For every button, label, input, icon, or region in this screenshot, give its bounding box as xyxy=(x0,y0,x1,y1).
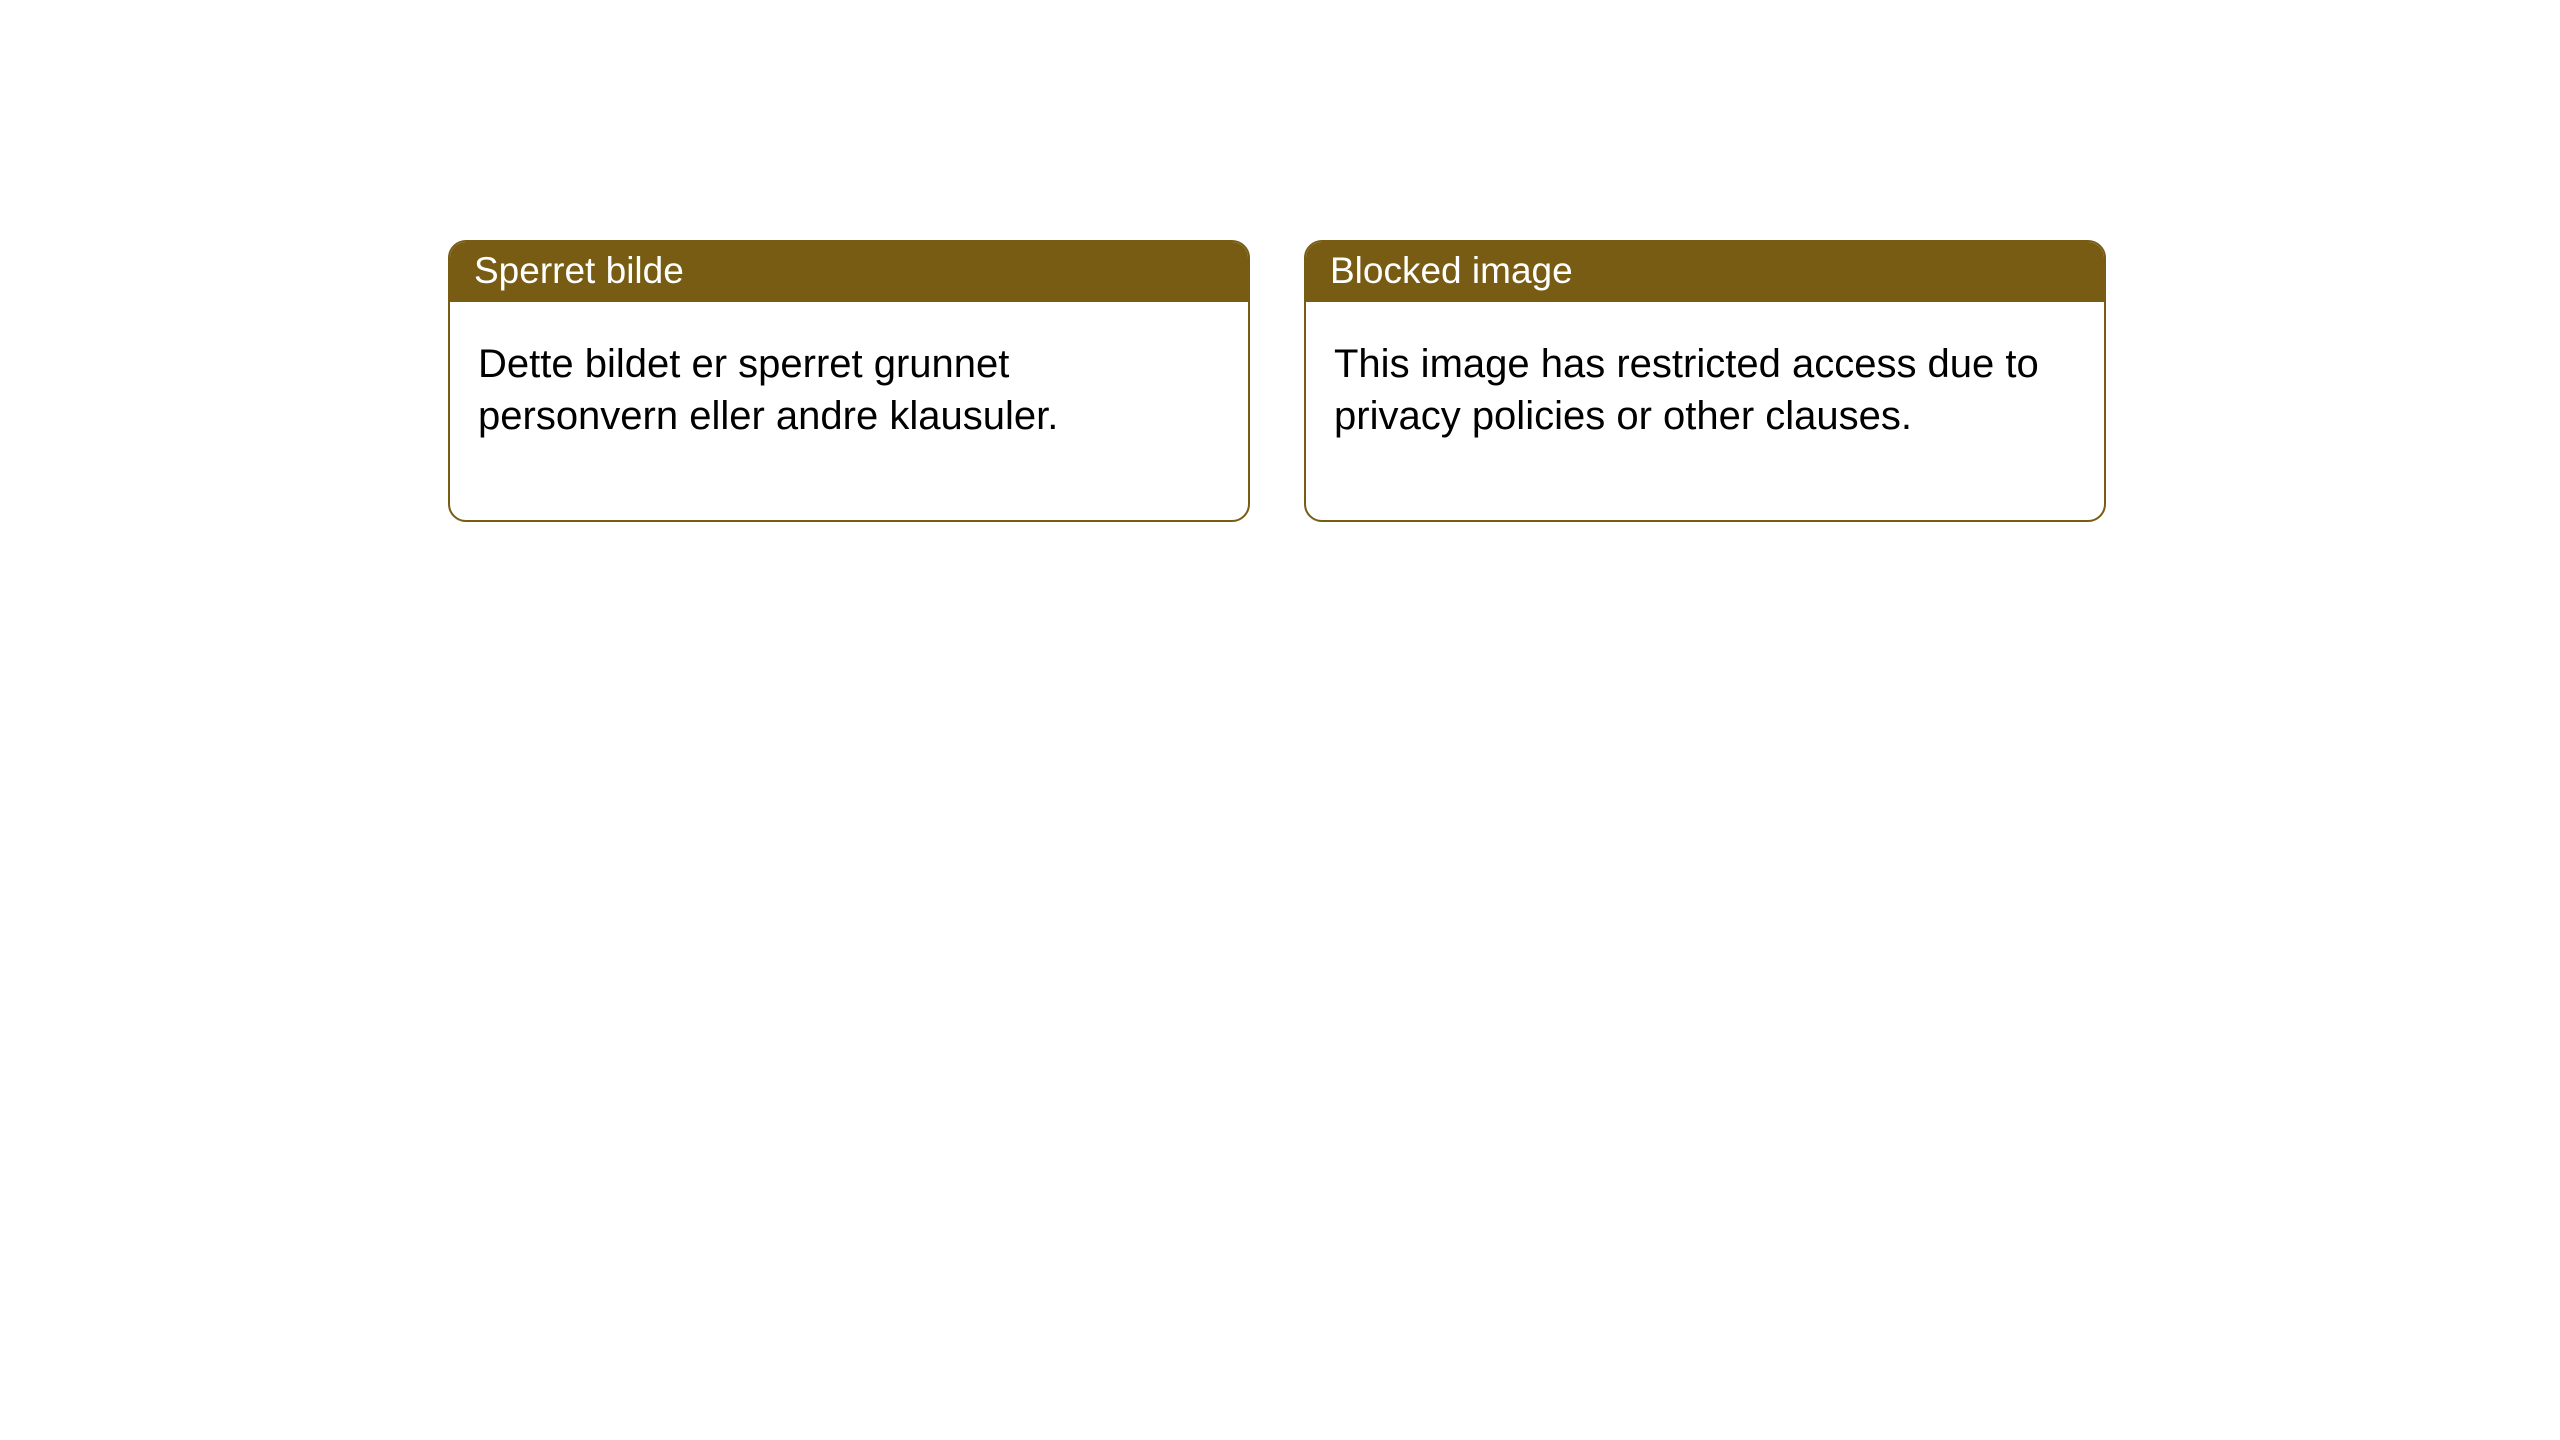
notice-card-norwegian: Sperret bilde Dette bildet er sperret gr… xyxy=(448,240,1250,522)
notice-container: Sperret bilde Dette bildet er sperret gr… xyxy=(0,0,2560,522)
notice-card-english: Blocked image This image has restricted … xyxy=(1304,240,2106,522)
notice-body: Dette bildet er sperret grunnet personve… xyxy=(450,302,1248,520)
notice-body: This image has restricted access due to … xyxy=(1306,302,2104,520)
notice-header: Blocked image xyxy=(1306,242,2104,302)
notice-header: Sperret bilde xyxy=(450,242,1248,302)
